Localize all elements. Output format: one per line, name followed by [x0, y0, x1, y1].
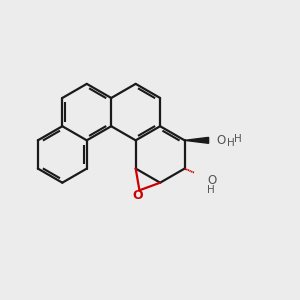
Polygon shape	[184, 137, 208, 143]
Text: H: H	[207, 184, 215, 194]
Text: O: O	[207, 173, 217, 187]
Text: H: H	[227, 138, 235, 148]
Text: H: H	[234, 134, 242, 144]
Text: O: O	[216, 134, 225, 147]
Text: O: O	[133, 189, 143, 202]
